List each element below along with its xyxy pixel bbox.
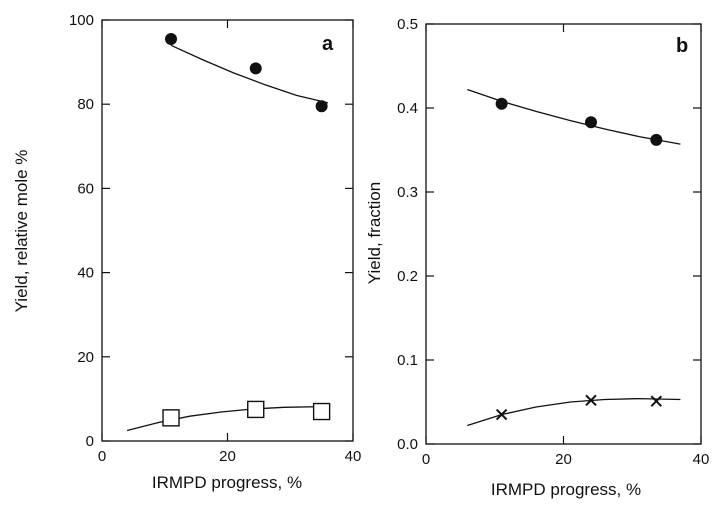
panel-b-y-tick-label: 0.3 <box>397 184 418 201</box>
panel-b-series-1-fit-curve <box>467 88 681 145</box>
panel-a-y-tick-label: 60 <box>77 180 94 197</box>
panel-b-series-2-point <box>495 408 508 421</box>
panel-b-y-tick-label: 0.0 <box>397 436 418 453</box>
panel-a-series-2-point <box>312 402 331 421</box>
panel-b-series-2-point <box>585 394 597 407</box>
panel-b-x-tick-label: 40 <box>693 451 710 468</box>
panel-a-frame <box>101 19 354 442</box>
panel-b-series-2-point <box>650 395 663 407</box>
panel-b-y-tick-label: 0.1 <box>397 352 418 369</box>
panel-a-y-tick-label: 40 <box>77 265 94 282</box>
panel-a-series-1-fit-curve <box>170 44 329 104</box>
panel-a-y-tick-label: 20 <box>77 349 94 366</box>
panel-b-x-tick-label: 0 <box>422 451 430 468</box>
panel-a-x-tick-label: 0 <box>98 448 106 465</box>
panel-b-ticks: 0 20 40 0.0 0.1 0.2 0.3 0.4 0.5 <box>397 16 709 468</box>
panel-a-series-2-point <box>247 400 265 419</box>
panel-a: a IRMPD progress, % Yield, relative mole… <box>12 12 361 492</box>
panel-a-y-tick-label: 80 <box>77 96 94 113</box>
panel-a-y-axis-label: Yield, relative mole % <box>12 150 31 313</box>
panel-a-series-2-point <box>162 409 180 427</box>
panel-a-series-2-fit-curve <box>126 405 328 432</box>
panel-a-series-1-point <box>165 32 178 45</box>
panel-b-y-tick-label: 0.5 <box>397 16 418 33</box>
panel-a-marks <box>126 32 331 432</box>
panel-b: b IRMPD progress, % Yield, fraction 0 20 4… <box>365 16 709 499</box>
panel-a-y-tick-label: 0 <box>86 433 94 450</box>
panel-b-y-tick-label: 0.2 <box>397 268 418 285</box>
panel-a-letter: a <box>322 33 334 55</box>
panel-b-letter: b <box>676 35 688 57</box>
panel-a-x-tick-label: 40 <box>345 448 362 465</box>
panel-a-y-tick-label: 100 <box>69 12 94 29</box>
panel-a-x-axis-label: IRMPD progress, % <box>152 473 302 492</box>
panel-b-frame <box>425 23 702 445</box>
panel-b-marks <box>467 88 681 427</box>
panel-a-x-tick-label: 20 <box>219 448 236 465</box>
panel-b-y-axis-label: Yield, fraction <box>365 182 384 284</box>
panel-a-series-1-point <box>249 62 262 75</box>
panel-a-series-1-point <box>315 100 328 113</box>
panel-a-ticks: 0 20 40 0 20 40 60 80 100 <box>69 12 361 465</box>
panel-b-series-1-point <box>650 133 663 146</box>
panel-b-y-tick-label: 0.4 <box>397 100 418 117</box>
panel-b-series-1-point <box>495 97 508 110</box>
panel-b-series-1-point <box>585 116 597 129</box>
panel-b-x-axis-label: IRMPD progress, % <box>491 480 641 499</box>
panel-b-x-tick-label: 20 <box>555 451 572 468</box>
